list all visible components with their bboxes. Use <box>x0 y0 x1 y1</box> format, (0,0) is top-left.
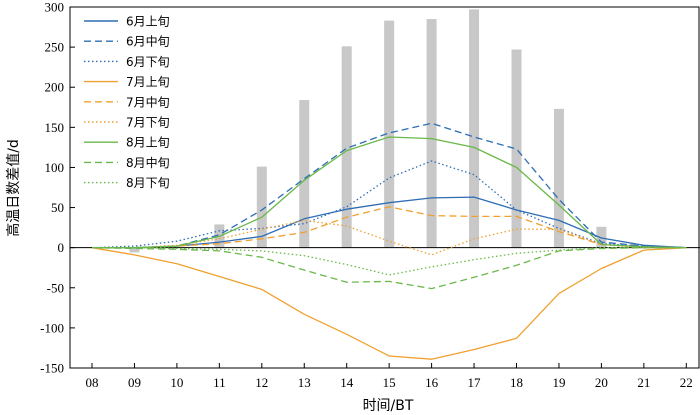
series-line-3 <box>91 160 687 249</box>
legend-label-3: 6月下旬 <box>126 55 170 69</box>
lines-layer <box>91 122 687 360</box>
x-tick-label: 22 <box>680 375 693 390</box>
bar-13 <box>299 100 310 248</box>
x-tick-label: 09 <box>128 375 141 390</box>
legend-layer: 6月上旬 6月中旬 6月下旬 7月上旬 7月中旬 7月下旬 8月上旬 8月中旬 8月下旬 <box>84 15 170 190</box>
series-line-8 <box>91 247 687 290</box>
x-tick-label: 20 <box>595 375 608 390</box>
bar-16 <box>426 19 437 248</box>
x-tick-label: 19 <box>552 375 565 390</box>
y-tick-label: 200 <box>45 80 65 95</box>
y-tick-label: 0 <box>58 240 65 255</box>
x-tick-label: 17 <box>468 375 482 390</box>
y-tick-label: 100 <box>45 160 65 175</box>
legend-label-1: 6月上旬 <box>126 15 170 29</box>
x-tick-label: 10 <box>170 375 183 390</box>
y-tick-label: -50 <box>47 280 64 295</box>
y-tick-label: 50 <box>51 200 64 215</box>
legend-label-2: 6月中旬 <box>126 34 170 49</box>
axes-layer: -150 -100 -50 0 50 100 150 200 250 300 08 09 10 11 12 1… <box>40 0 700 390</box>
legend-label-5: 7月中旬 <box>126 94 170 109</box>
bar-15 <box>384 20 395 248</box>
x-axis-title: 时间/BT <box>363 398 414 414</box>
bar-19 <box>553 108 564 248</box>
x-tick-label: 14 <box>340 375 354 390</box>
y-tick-label: -100 <box>40 320 64 335</box>
x-tick-label: 15 <box>383 375 396 390</box>
legend-label-4: 7月上旬 <box>126 75 170 89</box>
bar-12 <box>256 166 267 248</box>
x-tick-label: 16 <box>425 375 439 390</box>
series-line-4 <box>91 247 687 360</box>
bar-20 <box>596 226 607 248</box>
y-tick-label: 150 <box>45 120 65 135</box>
y-tick-label: -150 <box>40 361 64 376</box>
bar-18 <box>511 49 522 248</box>
x-tick-label: 13 <box>298 375 311 390</box>
x-tick-label: 18 <box>510 375 523 390</box>
bar-17 <box>469 9 480 248</box>
plot-frame <box>69 6 700 369</box>
legend-label-8: 8月中旬 <box>126 155 170 170</box>
bars-layer <box>129 9 607 253</box>
x-tick-label: 21 <box>637 375 650 390</box>
x-tick-label: 12 <box>255 375 268 390</box>
legend-label-6: 7月下旬 <box>126 116 170 130</box>
series-line-6 <box>92 219 687 256</box>
bar-14 <box>341 46 352 248</box>
x-tick-label: 11 <box>213 375 226 390</box>
bar-09 <box>129 247 140 253</box>
series-line-7 <box>92 136 687 249</box>
series-line-5 <box>92 206 687 249</box>
x-tick-label: 08 <box>86 375 99 390</box>
y-axis-title: 高温日数差值/d <box>5 139 22 237</box>
legend-label-7: 8月上旬 <box>126 136 170 150</box>
legend-label-9: 8月下旬 <box>126 176 170 190</box>
y-tick-label: 300 <box>45 0 65 15</box>
y-tick-label: 250 <box>45 40 65 55</box>
